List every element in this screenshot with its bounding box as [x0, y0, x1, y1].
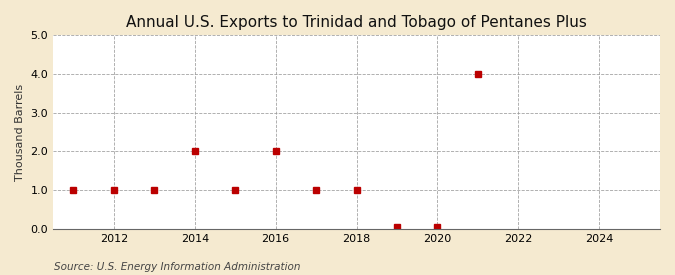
Y-axis label: Thousand Barrels: Thousand Barrels [15, 83, 25, 181]
Title: Annual U.S. Exports to Trinidad and Tobago of Pentanes Plus: Annual U.S. Exports to Trinidad and Toba… [126, 15, 587, 30]
Text: Source: U.S. Energy Information Administration: Source: U.S. Energy Information Administ… [54, 262, 300, 272]
